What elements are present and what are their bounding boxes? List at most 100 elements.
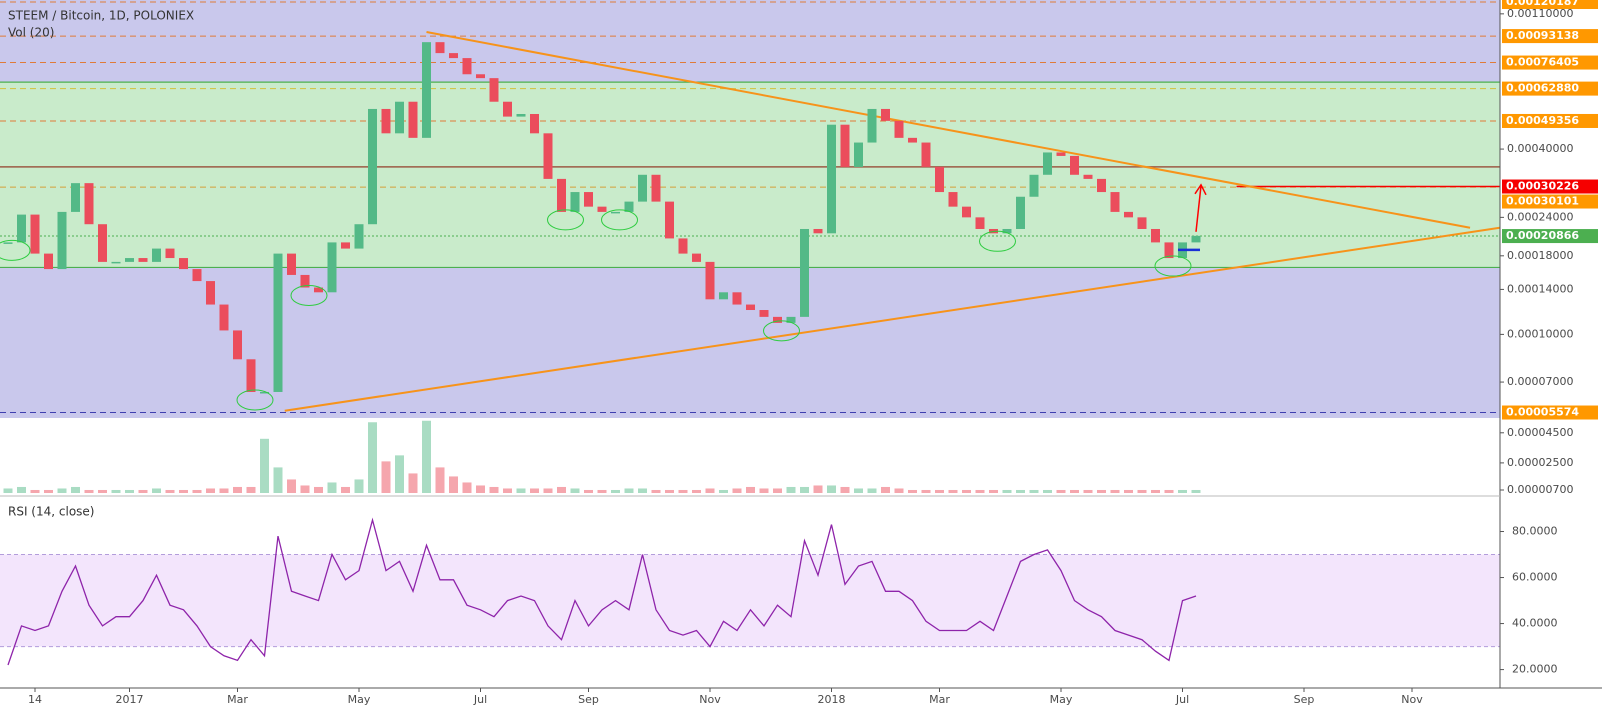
candle bbox=[1137, 217, 1147, 229]
y-tick-label: 0.00040000 bbox=[1507, 142, 1573, 155]
volume-bar bbox=[746, 486, 755, 493]
level-label-box bbox=[1502, 194, 1598, 209]
volume-bar bbox=[867, 488, 877, 493]
candle bbox=[111, 261, 121, 264]
candle bbox=[125, 258, 134, 262]
candle bbox=[921, 142, 931, 167]
candle bbox=[435, 42, 445, 54]
candle bbox=[732, 292, 742, 305]
x-tick-label: Mar bbox=[227, 693, 248, 706]
volume-bar bbox=[422, 420, 431, 493]
candle bbox=[341, 242, 350, 249]
volume-bar bbox=[1083, 489, 1093, 493]
volume-bar bbox=[1110, 489, 1120, 493]
volume-bar bbox=[692, 489, 701, 493]
volume-bar bbox=[476, 485, 485, 493]
candle bbox=[165, 248, 175, 259]
candle bbox=[584, 192, 593, 207]
level-label-box bbox=[1502, 29, 1598, 44]
volume-bar bbox=[759, 488, 769, 493]
candle bbox=[1002, 228, 1012, 234]
volume-bar bbox=[260, 438, 269, 493]
marks bbox=[0, 1, 1500, 666]
x-tick-label: Nov bbox=[1401, 693, 1423, 706]
candle bbox=[179, 258, 188, 270]
candle bbox=[1164, 242, 1174, 259]
level-label-box bbox=[1502, 113, 1598, 128]
candle bbox=[503, 101, 512, 117]
candle bbox=[813, 228, 823, 234]
candle bbox=[368, 108, 377, 225]
volume-bar bbox=[408, 473, 418, 493]
level-label: 0.00076405 bbox=[1506, 56, 1579, 69]
volume-bar bbox=[1043, 489, 1052, 493]
volume-bar bbox=[1029, 489, 1039, 493]
candle bbox=[206, 281, 215, 305]
volume-bar bbox=[975, 489, 985, 493]
candle bbox=[476, 74, 485, 79]
volume-bar bbox=[503, 488, 512, 493]
level-label: 0.00030226 bbox=[1506, 180, 1579, 193]
y-tick-label: 0.00010000 bbox=[1507, 327, 1573, 340]
volume-bar bbox=[30, 489, 40, 493]
volume-bar bbox=[152, 488, 161, 493]
volume-bar bbox=[44, 489, 53, 493]
level-label: 0.00093138 bbox=[1506, 29, 1579, 42]
candle bbox=[854, 142, 863, 167]
volume-bar bbox=[17, 486, 26, 493]
candle bbox=[651, 174, 661, 202]
candle bbox=[1056, 152, 1066, 156]
x-tick-label: May bbox=[1050, 693, 1073, 706]
candle bbox=[57, 211, 67, 270]
volume-bar bbox=[651, 489, 661, 493]
x-tick-label: Mar bbox=[929, 693, 950, 706]
candle bbox=[300, 274, 310, 288]
right-axis-area bbox=[1500, 0, 1602, 719]
highlight-ellipse bbox=[236, 389, 274, 411]
volume-bar bbox=[786, 486, 796, 493]
highlight-ellipse bbox=[763, 320, 800, 342]
candle bbox=[3, 242, 13, 244]
volume-bar bbox=[557, 486, 566, 493]
highlight-ellipse bbox=[979, 230, 1016, 252]
level-label: 0.00062880 bbox=[1506, 82, 1579, 95]
candle bbox=[557, 178, 566, 212]
candle bbox=[422, 42, 431, 138]
candle bbox=[395, 101, 404, 134]
candle bbox=[327, 242, 337, 293]
volume-bar bbox=[287, 479, 296, 493]
candle bbox=[219, 304, 229, 331]
arrow-head bbox=[1194, 183, 1207, 196]
level-label: 0.00049356 bbox=[1506, 114, 1579, 127]
level-label: 0.00005574 bbox=[1506, 406, 1579, 419]
y-tick-label: 0.00000700 bbox=[1507, 483, 1573, 496]
candle bbox=[138, 258, 148, 262]
volume-bar bbox=[206, 488, 215, 493]
volume-bar bbox=[327, 482, 337, 493]
candle bbox=[462, 58, 472, 75]
volume-bar bbox=[1151, 489, 1160, 493]
volume-bar bbox=[165, 489, 175, 493]
volume-bar bbox=[489, 486, 499, 493]
volume-bar bbox=[773, 488, 782, 493]
x-tick-label: 2017 bbox=[116, 693, 144, 706]
candle bbox=[1070, 155, 1079, 175]
volume-bar bbox=[84, 489, 94, 493]
volume-bar bbox=[935, 489, 944, 493]
volume-bar bbox=[1056, 489, 1066, 493]
chart-title: STEEM / Bitcoin, 1D, POLONIEX bbox=[8, 9, 194, 23]
volume-bar bbox=[570, 488, 580, 493]
volume-bar bbox=[840, 486, 850, 493]
candle bbox=[894, 120, 904, 138]
candle bbox=[152, 248, 161, 262]
candle bbox=[881, 108, 890, 121]
volume-bar bbox=[1097, 489, 1106, 493]
x-tick-label: Nov bbox=[699, 693, 721, 706]
volume-bar bbox=[827, 485, 836, 493]
volume-bar bbox=[800, 486, 809, 493]
candle bbox=[840, 124, 850, 167]
candle bbox=[71, 183, 80, 212]
candle bbox=[1124, 211, 1133, 218]
